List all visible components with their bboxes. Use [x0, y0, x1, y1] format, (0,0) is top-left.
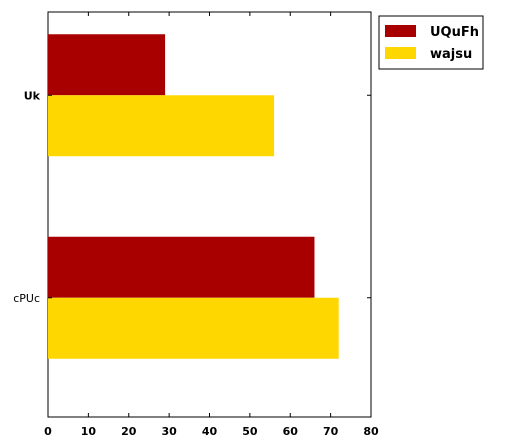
legend-box — [378, 15, 484, 70]
x-tick-label-70: 70 — [323, 425, 339, 438]
x-tick-label-20: 20 — [121, 425, 137, 438]
y-tick-label-cPUc: cPUc — [13, 292, 40, 305]
bar-UQuFh-cPUc — [48, 236, 315, 298]
legend-label-wajsu: wajsu — [430, 47, 472, 62]
bars — [48, 34, 339, 359]
bar-UQuFh-Uk — [48, 34, 166, 96]
y-tick-label-Uk: Uk — [24, 89, 41, 102]
legend-swatch-UQuFh — [385, 25, 416, 37]
legend-swatch-wajsu — [385, 47, 416, 59]
y-axis: Uk cPUc — [13, 89, 371, 305]
bar-wajsu-Uk — [48, 95, 275, 157]
x-tick-label-10: 10 — [81, 425, 97, 438]
x-tick-label-40: 40 — [202, 425, 218, 438]
x-tick-label-60: 60 — [283, 425, 299, 438]
x-tick-label-80: 80 — [363, 425, 379, 438]
legend-label-UQuFh: UQuFh — [430, 25, 479, 40]
x-tick-label-50: 50 — [242, 425, 258, 438]
x-tick-label-0: 0 — [44, 425, 52, 438]
legend: UQuFh wajsu — [378, 15, 484, 70]
bar-wajsu-cPUc — [48, 297, 339, 359]
x-axis: 0 10 20 30 40 50 60 70 80 — [44, 12, 379, 438]
x-tick-label-30: 30 — [161, 425, 177, 438]
